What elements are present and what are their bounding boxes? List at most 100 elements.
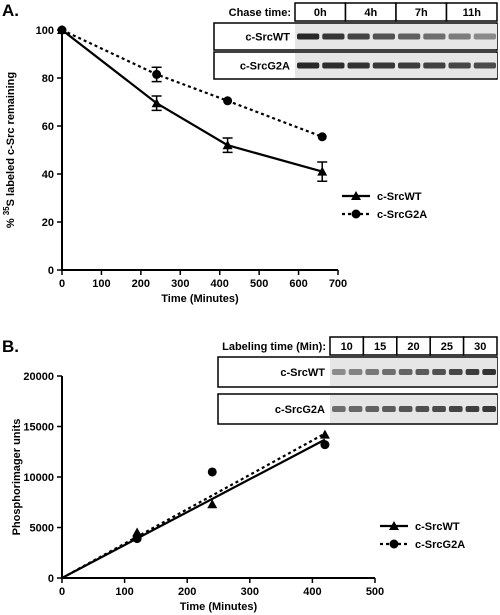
gel-band <box>448 62 471 69</box>
y-axis-label: % 35S labeled c-Src remaining <box>2 72 17 228</box>
y-tick-label: 100 <box>36 25 54 37</box>
gel-band <box>448 369 463 375</box>
marker <box>207 499 218 509</box>
y-tick-label: 60 <box>42 121 54 133</box>
series-line <box>61 29 323 173</box>
gel-band <box>347 62 370 69</box>
x-tick-label: 700 <box>329 278 347 290</box>
y-tick-label: 15000 <box>23 422 54 434</box>
y-tick-label: 10000 <box>23 472 54 484</box>
marker <box>317 132 327 142</box>
y-tick-label: 40 <box>42 169 54 181</box>
gel-band <box>448 33 471 40</box>
marker <box>317 166 328 176</box>
gel-band <box>365 369 380 375</box>
legend-label: c-SrcWT <box>377 191 422 203</box>
marker <box>151 98 162 108</box>
gel-band <box>322 33 345 40</box>
gel-band <box>465 369 480 375</box>
gel-band <box>423 33 446 40</box>
gel-band <box>398 369 413 375</box>
marker <box>223 96 233 106</box>
gel-band <box>382 369 396 375</box>
lane-box <box>445 2 498 22</box>
gel-band <box>415 406 430 412</box>
gel-header: Chase time: <box>229 7 291 19</box>
x-tick-label: 300 <box>241 586 259 598</box>
gel-band <box>415 369 430 375</box>
marker <box>207 467 217 477</box>
gel-row-label: c-SrcG2A <box>240 61 290 73</box>
gel-band <box>448 406 463 412</box>
gel-band <box>348 369 363 375</box>
panel-label: B. <box>2 337 19 356</box>
gel-band <box>347 33 370 40</box>
lane-label: 20 <box>407 341 419 353</box>
x-tick-label: 200 <box>178 586 196 598</box>
marker <box>319 429 330 439</box>
x-tick-label: 600 <box>289 278 307 290</box>
y-label-part: % <box>5 215 17 228</box>
marker <box>320 440 330 450</box>
lane-label: 11h <box>463 7 482 19</box>
lane-label: 30 <box>474 341 486 353</box>
gel-band <box>432 369 446 375</box>
x-tick-label: 0 <box>59 278 65 290</box>
legend-label: c-SrcWT <box>415 521 460 533</box>
y-label-part: S labeled c-Src remaining <box>5 72 17 207</box>
x-axis-label: Time (Minutes) <box>161 293 239 305</box>
lane-label: 25 <box>441 341 453 353</box>
legend-marker <box>351 209 361 219</box>
lane-label: 0h <box>314 7 327 19</box>
gel-band <box>482 369 496 375</box>
gel-row-label: c-SrcG2A <box>275 404 325 416</box>
y-tick-label: 20000 <box>23 371 54 383</box>
legend-marker <box>351 191 361 200</box>
y-tick-label: 5000 <box>30 523 54 535</box>
x-tick-label: 300 <box>171 278 189 290</box>
lane-label: 4h <box>364 7 377 19</box>
gel-band <box>372 62 395 69</box>
gel-band <box>482 406 496 412</box>
y-axis-label: Phosphorimager units <box>11 419 23 536</box>
x-axis-label: Time (Minutes) <box>180 601 258 613</box>
gel-row-label: c-SrcWT <box>245 32 290 44</box>
gel-band <box>398 33 421 40</box>
y-label-part: Phosphorimager units <box>11 419 23 536</box>
gel-band <box>322 62 345 69</box>
x-tick-label: 500 <box>250 278 268 290</box>
series-line <box>61 29 323 138</box>
marker <box>57 25 67 35</box>
x-tick-label: 0 <box>59 586 65 598</box>
gel-band <box>372 33 395 40</box>
lane-label: 7h <box>415 7 428 19</box>
gel-band <box>432 406 446 412</box>
fit-line <box>61 432 326 579</box>
y-label-part: 35 <box>2 206 11 215</box>
gel-band <box>332 406 346 412</box>
lane-box <box>462 336 498 356</box>
legend-label: c-SrcG2A <box>415 539 465 551</box>
panel-label: A. <box>2 1 19 20</box>
lane-label: 15 <box>374 341 386 353</box>
gel-band <box>398 62 421 69</box>
gel-band <box>332 369 346 375</box>
x-tick-label: 500 <box>366 586 384 598</box>
x-tick-label: 200 <box>132 278 150 290</box>
marker <box>222 140 233 150</box>
marker <box>152 69 162 79</box>
lane-label: 10 <box>341 341 353 353</box>
gel-header: Labeling time (Min): <box>222 341 326 353</box>
y-tick-label: 80 <box>42 73 54 85</box>
y-tick-label: 0 <box>48 573 54 585</box>
x-tick-label: 100 <box>92 278 110 290</box>
marker <box>132 534 142 544</box>
y-tick-label: 0 <box>48 265 54 277</box>
gel-band <box>365 406 380 412</box>
gel-band <box>297 33 320 40</box>
legend-marker <box>389 521 399 530</box>
y-tick-label: 20 <box>42 217 54 229</box>
gel-band <box>297 62 320 69</box>
gel-band <box>423 62 446 69</box>
